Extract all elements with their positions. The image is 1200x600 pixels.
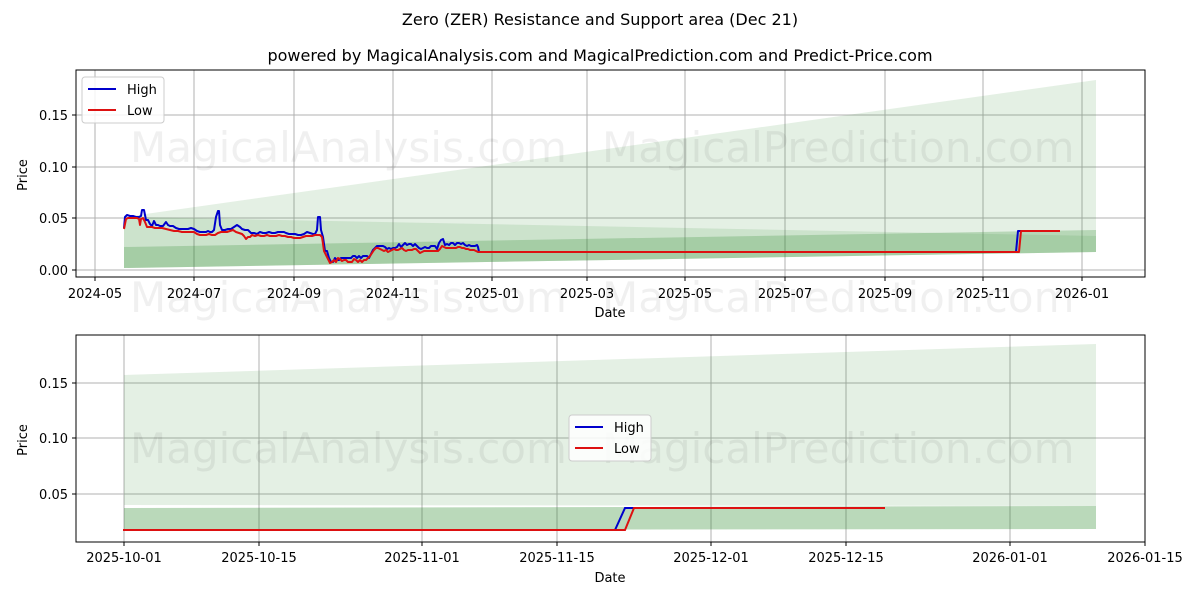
bottom-y-tick-labels: 0.05 0.10 0.15 (39, 377, 68, 503)
bottom-xtick: 2026-01-15 (1107, 551, 1183, 566)
bottom-xtick: 2025-12-01 (673, 551, 749, 566)
legend-low-label: Low (614, 442, 640, 457)
top-y-axis-label: Price (16, 159, 31, 191)
top-tick-marks (72, 114, 1083, 281)
bottom-xtick: 2025-10-15 (221, 551, 297, 566)
bottom-xtick: 2025-11-15 (519, 551, 595, 566)
watermark-magicalprediction: MagicalPrediction.com (602, 123, 1075, 172)
watermark-magicalprediction-3: MagicalPrediction.com (602, 424, 1075, 473)
watermark-magicalanalysis: MagicalAnalysis.com (130, 123, 567, 172)
bottom-low-line (123, 507, 885, 531)
bottom-ytick: 0.10 (39, 432, 68, 447)
bottom-xtick: 2025-11-01 (384, 551, 460, 566)
top-xtick: 2026-01 (1055, 287, 1109, 302)
top-xtick: 2025-09 (858, 287, 912, 302)
bottom-y-axis-label: Price (16, 424, 31, 456)
watermark-magicalprediction-2: MagicalPrediction.com (602, 273, 1075, 322)
top-xtick: 2025-03 (560, 287, 614, 302)
legend-low-label: Low (127, 104, 153, 119)
watermark-magicalanalysis-2: MagicalAnalysis.com (130, 273, 567, 322)
top-ytick: 0.15 (39, 109, 68, 124)
top-outer-band (124, 80, 1096, 268)
top-x-axis-label: Date (594, 306, 625, 321)
top-axes-frame (75, 69, 1146, 278)
watermark-magicalanalysis-3: MagicalAnalysis.com (130, 424, 567, 473)
top-grid (76, 70, 1145, 277)
chart-subtitle: powered by MagicalAnalysis.com and Magic… (267, 46, 933, 65)
bottom-x-tick-labels: 2025-10-01 2025-10-15 2025-11-01 2025-11… (86, 551, 1183, 566)
bottom-legend: High Low (568, 414, 652, 462)
top-xtick: 2024-07 (167, 287, 221, 302)
top-xtick: 2024-11 (366, 287, 420, 302)
bottom-x-axis-label: Date (594, 571, 625, 586)
top-xtick: 2025-05 (658, 287, 712, 302)
top-x-tick-labels: 2024-05 2024-07 2024-09 2024-11 2025-01 … (68, 287, 1109, 302)
top-xtick: 2024-09 (267, 287, 321, 302)
top-ytick: 0.00 (39, 264, 68, 279)
bottom-xtick: 2025-12-15 (808, 551, 884, 566)
bottom-tick-marks (72, 382, 1146, 546)
top-legend: High Low (81, 76, 165, 124)
top-xtick: 2025-01 (465, 287, 519, 302)
top-low-line (123, 217, 1060, 264)
top-xtick: 2025-11 (956, 287, 1010, 302)
legend-high-label: High (127, 83, 157, 98)
bottom-ytick: 0.15 (39, 377, 68, 392)
bottom-xtick: 2026-01-01 (972, 551, 1048, 566)
top-support-resistance-bands (124, 80, 1096, 268)
bottom-chart: MagicalAnalysis.com MagicalPrediction.co… (16, 334, 1183, 586)
bottom-xtick: 2025-10-01 (86, 551, 162, 566)
top-y-tick-labels: 0.00 0.05 0.10 0.15 (39, 109, 68, 279)
bottom-ytick: 0.05 (39, 488, 68, 503)
bottom-inner-band (124, 506, 1096, 530)
chart-title: Zero (ZER) Resistance and Support area (… (401, 10, 799, 29)
top-ytick: 0.05 (39, 212, 68, 227)
top-ytick: 0.10 (39, 161, 68, 176)
top-chart: MagicalAnalysis.com MagicalPrediction.co… (16, 69, 1146, 322)
top-xtick: 2025-07 (758, 287, 812, 302)
top-xtick: 2024-05 (68, 287, 122, 302)
legend-high-label: High (614, 421, 644, 436)
